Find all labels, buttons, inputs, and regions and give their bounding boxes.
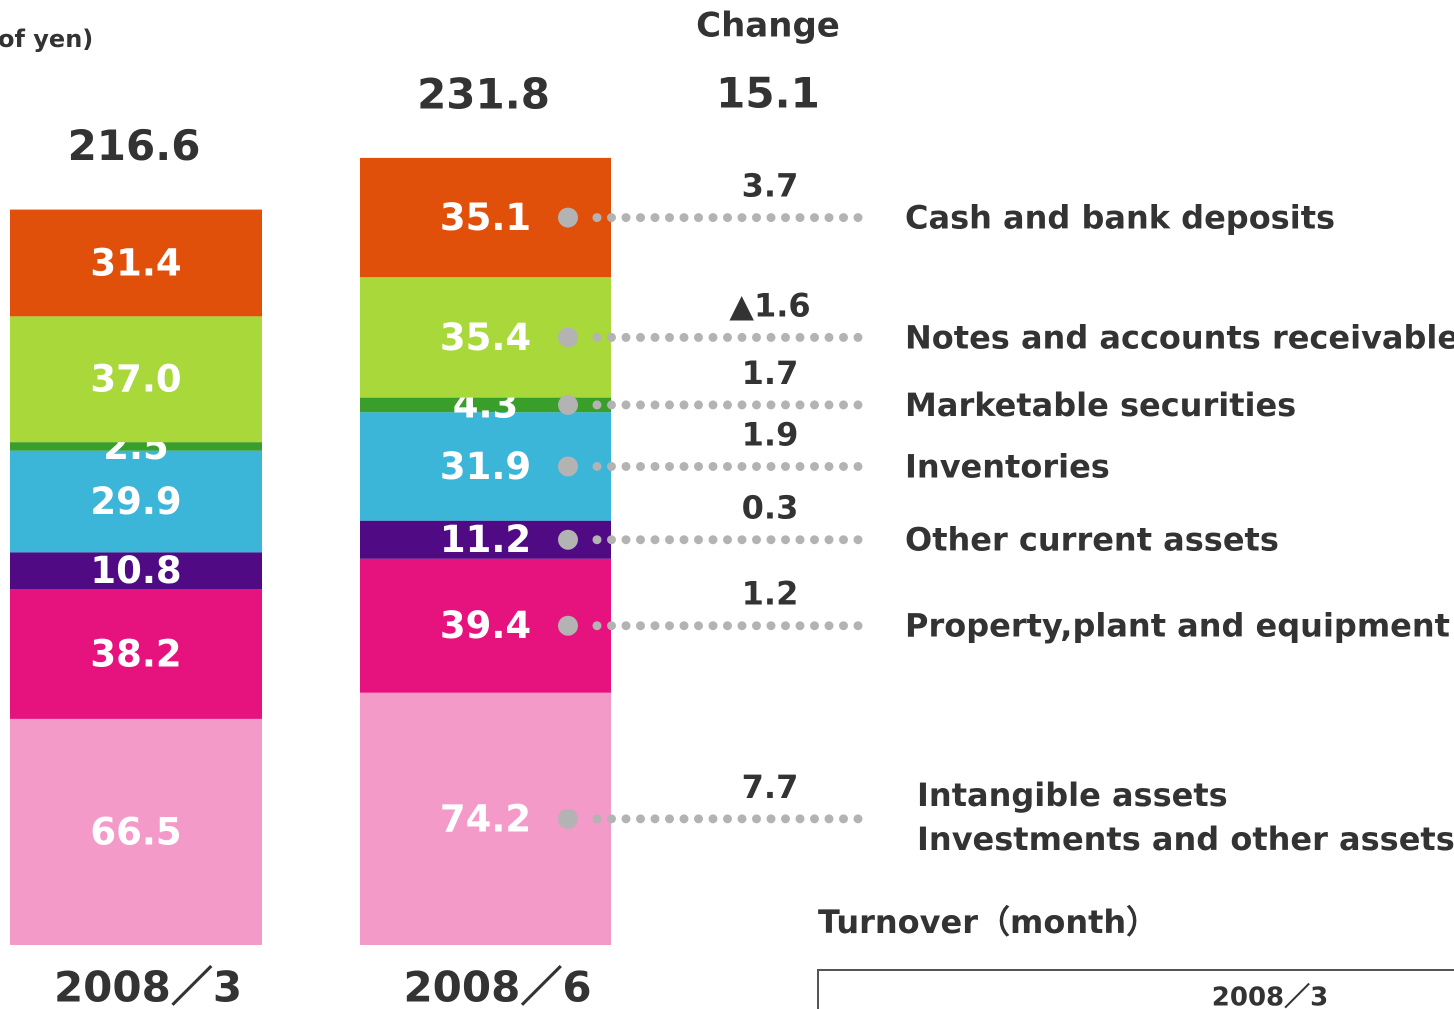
leader-dot bbox=[558, 394, 578, 415]
bar-segment bbox=[360, 397, 611, 413]
change-label: ▲1.6 bbox=[729, 286, 810, 324]
leader-dot bbox=[558, 327, 578, 348]
turnover-table bbox=[817, 969, 1454, 1009]
value-label: 35.1 bbox=[440, 196, 531, 239]
change-label: 1.7 bbox=[742, 354, 799, 392]
legend-label: Investments and other assets bbox=[917, 820, 1454, 858]
turnover-header: 2008／3 bbox=[1212, 983, 1328, 1009]
x-tick-label: 2008／3 bbox=[54, 963, 242, 1009]
total-label: 231.8 bbox=[417, 69, 550, 118]
leader-dot bbox=[558, 615, 578, 636]
value-label: 35.4 bbox=[440, 316, 531, 359]
value-label: 66.5 bbox=[90, 810, 181, 853]
value-label: 11.2 bbox=[440, 518, 531, 561]
value-label: 74.2 bbox=[440, 797, 531, 840]
change-label: 1.2 bbox=[742, 575, 799, 613]
leader-dot bbox=[558, 808, 578, 829]
legend-label: Inventories bbox=[905, 447, 1110, 485]
legend-label: Intangible assets bbox=[917, 776, 1228, 814]
bar-segment bbox=[10, 718, 262, 945]
bar-segment bbox=[10, 552, 262, 590]
bar-segment bbox=[10, 442, 262, 451]
value-label: 29.9 bbox=[90, 480, 181, 523]
legend-label: Notes and accounts receivable bbox=[905, 318, 1454, 356]
change-title: Change bbox=[696, 6, 840, 46]
value-label: 10.8 bbox=[90, 549, 181, 592]
value-label: 37.0 bbox=[90, 358, 181, 401]
bar-segment bbox=[10, 589, 262, 719]
change-label: 0.3 bbox=[742, 489, 799, 527]
leader-dot bbox=[558, 207, 578, 228]
legend-label: Marketable securities bbox=[905, 386, 1296, 424]
leader-dot bbox=[558, 529, 578, 550]
turnover-title: Turnover（month） bbox=[818, 903, 1158, 941]
total-label: 216.6 bbox=[68, 121, 201, 170]
value-label: 39.4 bbox=[440, 604, 531, 647]
change-label: 3.7 bbox=[742, 167, 799, 205]
leader-dot bbox=[558, 456, 578, 477]
value-label: 31.9 bbox=[440, 445, 531, 488]
bar-segment bbox=[10, 209, 262, 317]
bar-segment bbox=[10, 316, 262, 443]
x-tick-label: 2008／6 bbox=[403, 963, 591, 1009]
change-label: 7.7 bbox=[742, 768, 799, 806]
legend-label: Cash and bank deposits bbox=[905, 199, 1335, 237]
change-total: 15.1 bbox=[716, 69, 820, 118]
value-label: 31.4 bbox=[90, 241, 181, 284]
legend-label: Other current assets bbox=[905, 521, 1279, 559]
legend-label: Property,plant and equipment bbox=[905, 607, 1450, 645]
value-label: 38.2 bbox=[90, 632, 181, 675]
unit-label: of yen) bbox=[0, 25, 93, 53]
bar-segment bbox=[10, 450, 262, 553]
change-label: 1.9 bbox=[742, 415, 799, 453]
